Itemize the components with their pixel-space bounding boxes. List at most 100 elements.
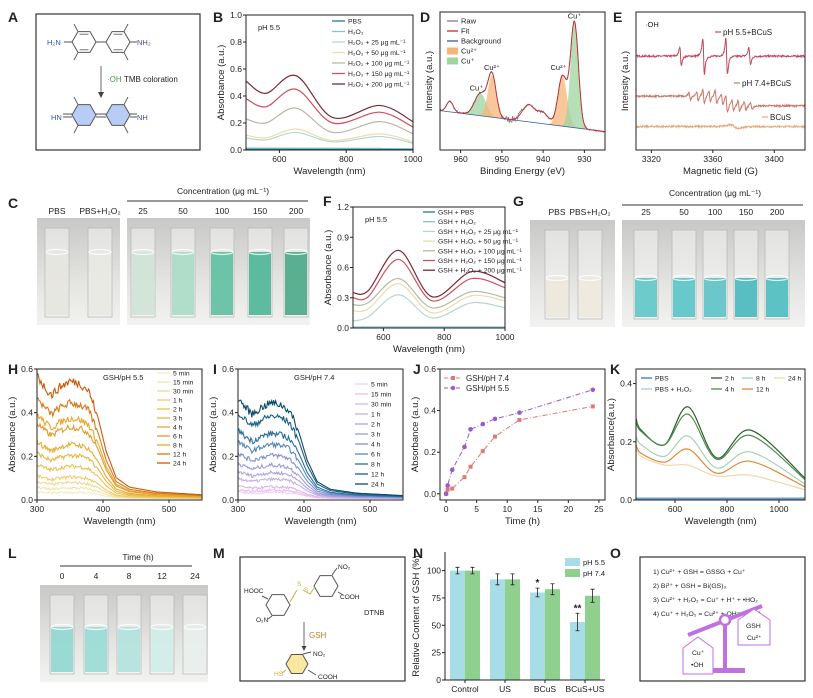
legend-label-6: 4 h — [173, 425, 183, 432]
methyl-bond — [123, 23, 129, 32]
y-tick-label: 50 — [432, 620, 442, 630]
plot-frame — [439, 11, 606, 151]
x-axis-label: Magnetic field (G) — [683, 166, 758, 177]
legend-label-2: 30 min — [173, 389, 194, 396]
x-axis-label: Time (h) — [505, 516, 540, 527]
chart-d: 960 950 940 930 Binding Energy (eV) Intensity… — [424, 11, 606, 177]
panel-letters: A B D E C F G H I J K L M N O — [8, 9, 622, 561]
group-cooh-top: COOH — [340, 594, 360, 601]
legend-swatch — [447, 57, 458, 65]
data-point — [449, 467, 455, 473]
series-line — [37, 439, 202, 498]
plot-area — [636, 406, 805, 500]
legend-label-5: 12 h — [756, 387, 769, 394]
cuvette-solution — [704, 278, 726, 317]
plot-area — [37, 372, 202, 500]
cuvette-label: 8 — [127, 571, 132, 581]
y-axis-label: Absorbance (a.u.) — [410, 397, 421, 473]
right-pan-label-2: Cu²⁺ — [747, 635, 762, 642]
plot-area — [246, 74, 413, 150]
x-tick-label: 15 — [533, 504, 543, 514]
right-pan-label-1: GSH — [746, 623, 761, 630]
y-tick-label: 0.2 — [222, 451, 234, 461]
series-line — [353, 249, 505, 298]
error-bar — [550, 583, 555, 596]
arrow-head-icon — [98, 92, 104, 98]
x-tick-label: 5 — [474, 504, 479, 514]
bar — [545, 589, 560, 680]
x-tick-label: 1000 — [496, 332, 515, 342]
y-tick-label: 0.0 — [337, 323, 349, 333]
left-pan-label-2: •OH — [691, 662, 704, 669]
cuvette-label: 100 — [215, 206, 229, 216]
meniscus — [183, 623, 207, 631]
error-bar — [510, 573, 515, 586]
left-pan — [682, 636, 714, 675]
legend-label-3: Cu²⁺ — [461, 47, 477, 56]
series-line — [238, 427, 403, 498]
legend-label-4: 2 h — [173, 407, 183, 414]
chart-h: 300 400 500 0.0 0.2 0.4 0.6 Wavelength (nm) Abso… — [7, 364, 203, 527]
legend-label-3: H₂O₂ + 50 μg mL⁻¹ — [348, 50, 406, 57]
x-tick-label: 600 — [668, 504, 682, 514]
cuvette-solution — [285, 252, 307, 315]
cuvette-label: 25 — [641, 207, 651, 217]
y-tick-label: 0.0 — [21, 495, 33, 505]
series-line — [636, 406, 805, 479]
cuvette-25 — [633, 229, 659, 320]
legend-label-1: H₂O₂ — [348, 29, 364, 36]
panel-o-reaction-scheme: 1) Cu²⁺ + GSH = GSSG + Cu⁺ 2) Bi³⁺ + GSH… — [639, 556, 806, 682]
data-point — [468, 464, 473, 469]
series-line — [246, 131, 413, 144]
fit-spectrum — [440, 19, 605, 133]
y-tick-label: 0 — [436, 675, 441, 685]
legend-label-4: GSH + H₂O₂ + 100 μg mL⁻¹ — [438, 248, 523, 255]
legend-label-0: PBS — [348, 19, 362, 26]
legend-label-5: GSH + H₂O₂ + 150 μg mL⁻¹ — [438, 258, 523, 265]
y-tick-label: 0.9 — [337, 232, 349, 242]
data-point — [443, 491, 449, 497]
legend-label-10: 24 h — [371, 482, 384, 489]
methyl-bond — [123, 96, 129, 105]
cuvette-label: PBS — [48, 206, 65, 216]
product-imine-left: HN — [51, 113, 62, 122]
x-axis-label: Wavelength (nm) — [393, 344, 465, 355]
cuvette-solution — [46, 252, 68, 315]
panel-letter-a: A — [8, 9, 18, 25]
legend-label-0: GSH/pH 7.4 — [466, 374, 510, 383]
x-tick-label: 20 — [564, 504, 574, 514]
legend-label-1: GSH/pH 5.5 — [466, 384, 510, 393]
scheme-box — [239, 556, 406, 682]
methyl-bond — [73, 23, 79, 32]
panel-g-cuvette-photo: PBS PBS+H₂O₂ 25 50 100 150 200 Concentration (μ… — [530, 188, 805, 327]
disulfide-bond — [289, 587, 315, 603]
cuvette-PBS+H₂O₂ — [577, 229, 603, 320]
cuvette-solution — [735, 278, 757, 317]
panel-letter-i: I — [213, 361, 217, 377]
y-tick-label: 0.6 — [21, 364, 33, 374]
peak-fill — [440, 93, 605, 132]
carboxyl-bond — [307, 669, 317, 676]
series-line — [636, 447, 805, 491]
y-axis-label: Relative Content of GSH (%) — [411, 555, 422, 676]
peak-fill — [440, 76, 605, 132]
legend-label-1: PBS + H₂O₂ — [655, 387, 692, 394]
legend-label-2: H₂O₂ + 25 μg mL⁻¹ — [348, 40, 406, 47]
cuvette-150 — [247, 227, 273, 318]
peak-fill — [440, 23, 605, 132]
chart-e: 3320 3360 3400 Magnetic field (G) Intensity … — [620, 11, 806, 177]
cuvette-label: 50 — [679, 207, 689, 217]
y-tick-label: 0.2 — [21, 451, 33, 461]
data-point — [492, 416, 498, 422]
cuvette-24 — [182, 594, 208, 675]
cuvette-50 — [170, 227, 196, 318]
legend-label-4: 2 h — [371, 422, 381, 429]
category-label: BCuS+US — [566, 684, 605, 694]
panel-letter-k: K — [610, 361, 620, 377]
bar — [585, 595, 600, 680]
balance-base — [705, 668, 745, 673]
y-tick-label: 75 — [432, 593, 442, 603]
group-no2-bottom: NO₂ — [313, 651, 326, 658]
